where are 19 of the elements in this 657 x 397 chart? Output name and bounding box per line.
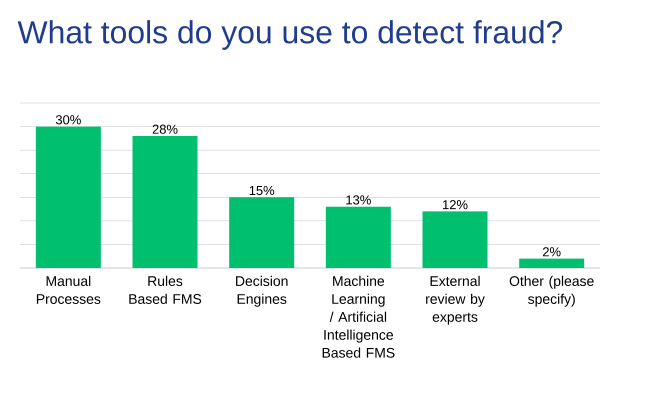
data-label: 13% <box>346 195 371 205</box>
x-tick-label: Machine Learning / Artificial Intelligence Based FMS <box>322 276 395 358</box>
bar <box>36 126 101 268</box>
data-label: 28% <box>152 124 178 134</box>
chart-title: What tools do you use to detect fraud? <box>18 20 562 50</box>
data-label: 12% <box>443 200 468 210</box>
x-tick-label: External review by experts <box>426 276 485 325</box>
bar <box>519 258 584 268</box>
x-tick-label: Other (please specify) <box>510 276 594 307</box>
x-tick-label: Rules Based FMS <box>129 276 202 304</box>
data-label: 2% <box>542 247 561 256</box>
bar <box>326 206 391 268</box>
data-label: 30% <box>56 115 81 124</box>
x-tick-label: Decision Engines <box>236 276 288 307</box>
bar <box>229 197 294 268</box>
bar <box>132 136 198 268</box>
bar <box>422 211 488 268</box>
data-label: 15% <box>250 186 274 196</box>
x-tick-label: Manual Processes <box>36 276 100 304</box>
